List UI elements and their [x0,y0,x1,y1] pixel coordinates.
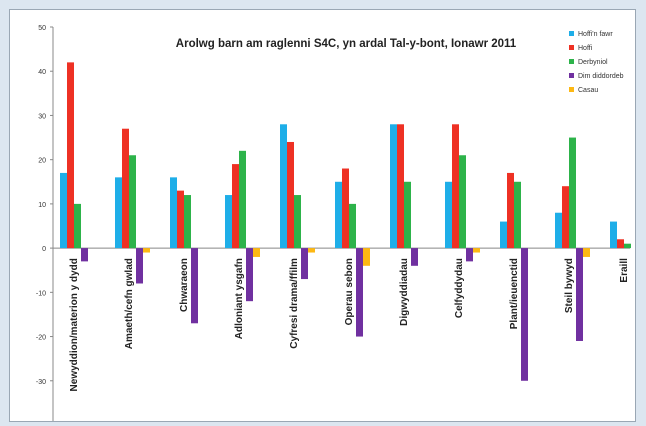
y-tick-label: -20 [36,335,46,342]
category-label: Plant/ieuenctid [509,258,520,329]
bar-derbyniol-1 [129,155,136,249]
bar-hoffi-n-fawr-10 [610,221,617,249]
bar-dim-diddordeb-1 [136,248,143,284]
category-label: Digwyddiadau [399,258,410,326]
bar-dim-diddordeb-5 [356,248,363,337]
bar-dim-diddordeb-3 [246,248,253,302]
category-label: Celfyddydau [454,258,465,318]
legend-label: Dim diddordeb [578,73,624,80]
bar-hoffi-n-fawr-4 [280,124,287,249]
bar-casau-3 [253,248,260,257]
bar-derbyniol-5 [349,203,356,249]
bar-hoffi-n-fawr-0 [60,172,67,249]
bar-hoffi-n-fawr-7 [445,181,452,249]
category-label: Newyddion/materion y dydd [69,258,80,391]
bar-derbyniol-7 [459,155,466,249]
bar-hoffi-4 [287,141,294,249]
category-label: Steil bywyd [564,258,575,313]
legend-label: Casau [578,87,598,94]
bar-hoffi-6 [397,124,404,249]
bar-casau-9 [583,248,590,257]
bar-dim-diddordeb-8 [521,248,528,381]
bar-casau-1 [143,248,150,253]
chart-area: Arolwg barn am raglenni S4C, yn ardal Ta… [9,9,645,426]
bar-hoffi-n-fawr-9 [555,212,562,249]
legend-swatch [569,59,574,64]
bar-casau-5 [363,248,370,266]
bar-dim-diddordeb-7 [466,248,473,262]
bar-derbyniol-9 [569,137,576,249]
legend-label: Hoffi'n fawr [578,31,613,38]
legend-swatch [569,31,574,36]
bar-hoffi-1 [122,128,129,249]
category-label: Chwaraeon [179,258,190,312]
bar-hoffi-2 [177,190,184,249]
bar-derbyniol-3 [239,150,246,249]
category-label: Eraill [619,258,630,283]
bar-dim-diddordeb-9 [576,248,583,341]
legend-label: Derbyniol [578,59,608,66]
category-labels: Newyddion/materion y dydd Amaeth/cefn gwl… [69,258,630,392]
bar-hoffi-n-fawr-2 [170,177,177,249]
y-tick-label: 40 [38,69,46,76]
bar-derbyniol-8 [514,181,521,249]
bar-hoffi-n-fawr-1 [115,177,122,249]
legend-label: Hoffi [578,45,593,52]
category-label: Amaeth/cefn gwlad [124,258,135,349]
category-label: Adloniant ysgafn [234,258,245,339]
bar-dim-diddordeb-4 [301,248,308,280]
category-label: Cyfresi drama/ffilm [289,258,300,349]
bar-hoffi-10 [617,239,624,249]
chart-frame: Arolwg barn am raglenni S4C, yn ardal Ta… [3,3,645,426]
y-tick-label: 30 [38,113,46,120]
legend-swatch [569,45,574,50]
bar-hoffi-n-fawr-8 [500,221,507,249]
bar-derbyniol-0 [74,203,81,249]
bar-hoffi-7 [452,124,459,249]
bar-derbyniol-6 [404,181,411,249]
y-tick-label: 20 [38,158,46,165]
bar-dim-diddordeb-6 [411,248,418,266]
y-tick-label: 10 [38,202,46,209]
y-tick-label: 50 [38,25,46,32]
bar-hoffi-0 [67,62,74,249]
bar-derbyniol-10 [624,243,631,249]
bar-chart: Arolwg barn am raglenni S4C, yn ardal Ta… [36,25,645,426]
y-tick-label: 0 [42,246,46,253]
bar-hoffi-n-fawr-6 [390,124,397,249]
legend: Hoffi'n fawr Hoffi Derbyniol Dim diddordeb C… [569,31,624,94]
bar-hoffi-8 [507,172,514,249]
bars [60,62,645,381]
bar-casau-7 [473,248,480,253]
legend-swatch [569,73,574,78]
bar-dim-diddordeb-2 [191,248,198,324]
chart-title: Arolwg barn am raglenni S4C, yn ardal Ta… [176,38,517,50]
y-tick-label: -30 [36,379,46,386]
bar-derbyniol-4 [294,195,301,249]
bar-hoffi-5 [342,168,349,249]
bar-hoffi-n-fawr-3 [225,195,232,249]
bar-hoffi-9 [562,186,569,249]
bar-casau-4 [308,248,315,253]
bar-dim-diddordeb-0 [81,248,88,262]
y-tick-label: -10 [36,290,46,297]
legend-swatch [569,87,574,92]
bar-hoffi-3 [232,164,239,249]
bar-derbyniol-2 [184,195,191,249]
category-label: Operau sebon [344,258,355,325]
bar-hoffi-n-fawr-5 [335,181,342,249]
